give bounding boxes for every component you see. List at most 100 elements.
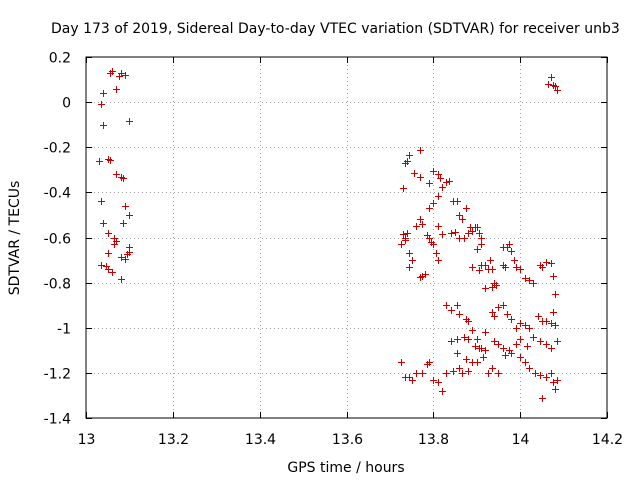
data-point [404, 230, 411, 237]
data-point [539, 264, 546, 271]
data-point [439, 231, 446, 238]
data-point [530, 334, 537, 341]
data-point [443, 302, 450, 309]
data-point [435, 257, 442, 264]
data-point [517, 354, 524, 361]
data-point [513, 264, 520, 271]
x-tick-label: 13.2 [158, 432, 189, 448]
x-tick-label: 13 [78, 432, 96, 448]
data-point [524, 343, 531, 350]
data-point [469, 228, 476, 235]
data-point [500, 345, 507, 352]
data-point [543, 259, 550, 266]
data-point [482, 329, 489, 336]
data-point [543, 318, 550, 325]
data-point [461, 334, 468, 341]
data-point [448, 338, 455, 345]
data-point [513, 325, 520, 332]
data-point [459, 370, 466, 377]
data-point [552, 386, 559, 393]
data-point [96, 158, 103, 165]
data-point [448, 307, 455, 314]
data-point [406, 250, 413, 257]
data-point [430, 241, 437, 248]
data-point [530, 280, 537, 287]
data-point [476, 267, 483, 274]
data-point [122, 72, 129, 79]
data-point [409, 377, 416, 384]
data-point [446, 178, 453, 185]
data-point [474, 246, 481, 253]
data-point [402, 237, 409, 244]
data-point [443, 179, 450, 186]
data-point [452, 229, 459, 236]
data-point [489, 284, 496, 291]
data-point [489, 365, 496, 372]
data-point [465, 318, 472, 325]
data-point [517, 266, 524, 273]
grid-layer [86, 57, 607, 418]
y-tick-label: -0.6 [44, 232, 71, 248]
data-point [105, 250, 112, 257]
data-point [511, 257, 518, 264]
data-point [482, 285, 489, 292]
data-point [413, 370, 420, 377]
data-point [111, 241, 118, 248]
data-point [406, 264, 413, 271]
data-point [98, 198, 105, 205]
data-point [552, 322, 559, 329]
y-tick-label: -0.2 [44, 141, 71, 157]
x-tick-label: 13.6 [332, 432, 363, 448]
data-point [430, 200, 437, 207]
data-point [543, 341, 550, 348]
data-point [98, 262, 105, 269]
data-point [419, 221, 426, 228]
data-point [105, 230, 112, 237]
data-point [417, 174, 424, 181]
data-point [454, 350, 461, 357]
data-point [469, 327, 476, 334]
data-point [491, 338, 498, 345]
data-point [548, 260, 555, 267]
data-point [120, 220, 127, 227]
data-point [409, 257, 416, 264]
data-point [495, 304, 502, 311]
data-point [543, 374, 550, 381]
data-point [417, 147, 424, 154]
data-point [454, 336, 461, 343]
data-point [433, 250, 440, 257]
y-axis-label: SDTVAR / TECUs [7, 181, 23, 296]
data-point [545, 81, 552, 88]
data-point [489, 309, 496, 316]
data-point [435, 171, 442, 178]
data-point [469, 264, 476, 271]
data-point [550, 273, 557, 280]
data-point [500, 302, 507, 309]
data-point [513, 341, 520, 348]
data-point [489, 266, 496, 273]
data-point [424, 232, 431, 239]
data-point [480, 354, 487, 361]
y-tick-label: -1 [57, 322, 71, 338]
data-point [122, 256, 129, 263]
data-point [508, 316, 515, 323]
data-point [548, 320, 555, 327]
data-point [122, 203, 129, 210]
data-point [465, 336, 472, 343]
data-point [502, 352, 509, 359]
data-point [404, 158, 411, 165]
data-point [406, 374, 413, 381]
data-point [474, 359, 481, 366]
data-point [118, 70, 125, 77]
data-point [413, 223, 420, 230]
data-point [448, 230, 455, 237]
data-point [105, 266, 112, 273]
data-point [482, 262, 489, 269]
y-tick-label: 0 [62, 96, 71, 112]
plot-frame [85, 56, 608, 419]
data-point [508, 248, 515, 255]
data-point [474, 224, 481, 231]
data-point [426, 359, 433, 366]
data-point [548, 74, 555, 81]
